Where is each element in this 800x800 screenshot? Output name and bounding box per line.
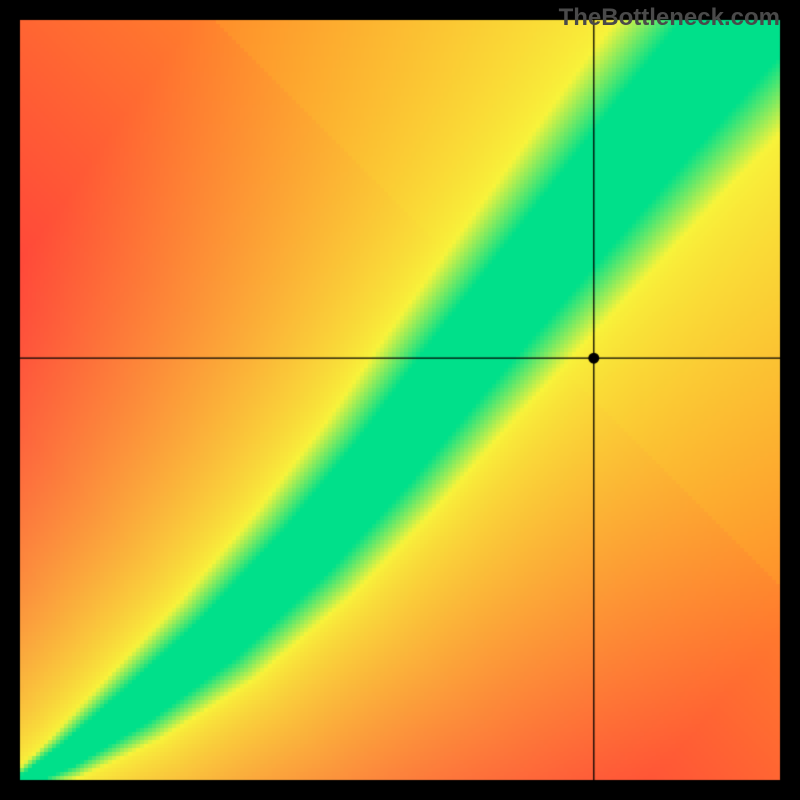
attribution-text: TheBottleneck.com	[559, 4, 780, 32]
bottleneck-heatmap	[0, 0, 800, 800]
chart-container: TheBottleneck.com	[0, 0, 800, 800]
